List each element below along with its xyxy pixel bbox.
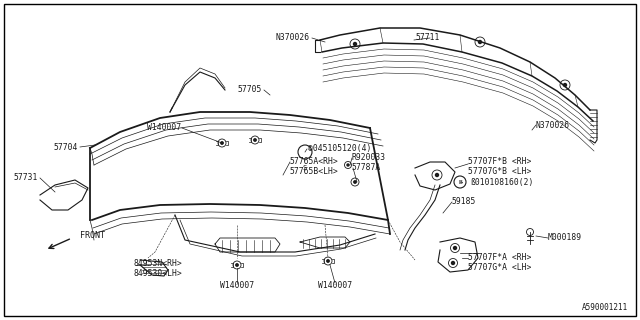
Text: 84953N<RH>: 84953N<RH> <box>134 259 183 268</box>
Circle shape <box>221 142 223 144</box>
Text: 57704: 57704 <box>54 142 78 151</box>
Text: 57765A<RH>: 57765A<RH> <box>290 157 339 166</box>
Text: 57707G*A <LH>: 57707G*A <LH> <box>468 263 531 273</box>
Text: B: B <box>458 180 462 185</box>
Circle shape <box>254 139 256 141</box>
Circle shape <box>451 261 454 265</box>
Circle shape <box>347 164 349 166</box>
Text: 57707F*B <RH>: 57707F*B <RH> <box>468 157 531 166</box>
Text: N370026: N370026 <box>276 34 310 43</box>
Text: 57787A: 57787A <box>352 164 381 172</box>
Circle shape <box>435 173 438 177</box>
Text: FRONT: FRONT <box>80 230 105 239</box>
Text: W140007: W140007 <box>147 124 181 132</box>
Text: 849530<LH>: 849530<LH> <box>134 268 183 277</box>
Circle shape <box>454 246 456 250</box>
Text: 57705: 57705 <box>237 85 262 94</box>
Text: N370026: N370026 <box>536 121 570 130</box>
Text: 57707G*B <LH>: 57707G*B <LH> <box>468 167 531 177</box>
Text: ß010108160(2): ß010108160(2) <box>470 178 533 187</box>
Circle shape <box>563 84 566 86</box>
Text: S: S <box>303 165 307 171</box>
Circle shape <box>354 181 356 183</box>
Text: A590001211: A590001211 <box>582 303 628 313</box>
Text: W140007: W140007 <box>318 281 352 290</box>
Text: R920033: R920033 <box>352 154 386 163</box>
Text: 59185: 59185 <box>451 197 476 206</box>
Circle shape <box>353 43 356 45</box>
Circle shape <box>327 260 329 262</box>
Circle shape <box>236 264 238 266</box>
Text: W140007: W140007 <box>220 281 254 290</box>
Text: ©045105120(4): ©045105120(4) <box>308 145 371 154</box>
Text: 57765B<LH>: 57765B<LH> <box>290 167 339 177</box>
Text: 57731: 57731 <box>13 173 38 182</box>
Text: 57707F*A <RH>: 57707F*A <RH> <box>468 253 531 262</box>
Text: M000189: M000189 <box>548 234 582 243</box>
Text: 57711: 57711 <box>415 34 440 43</box>
Circle shape <box>479 41 481 44</box>
